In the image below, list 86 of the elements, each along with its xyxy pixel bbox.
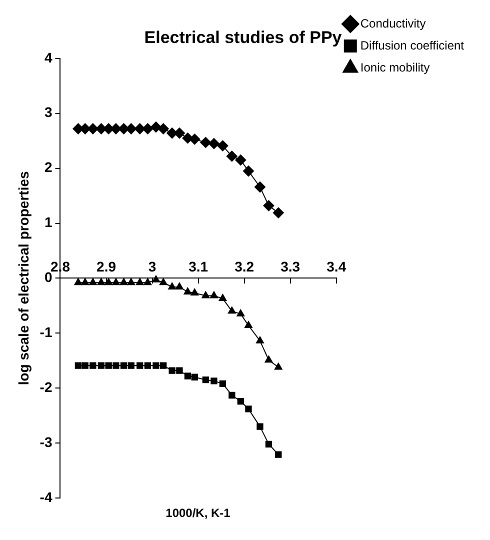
- point: [127, 278, 136, 286]
- x-tick-label: 3: [148, 258, 156, 274]
- point: [136, 362, 144, 369]
- point: [150, 122, 162, 133]
- point: [184, 372, 192, 380]
- point: [112, 278, 120, 286]
- point: [120, 278, 128, 286]
- chart-title: Electrical studies of PPy: [144, 28, 342, 47]
- legend-label: Conductivity: [360, 16, 426, 30]
- point: [175, 282, 184, 290]
- point: [88, 278, 97, 286]
- point: [226, 150, 238, 162]
- y-tick-label: -4: [40, 488, 52, 505]
- point: [158, 123, 169, 134]
- x-tick-label: 3.2: [234, 258, 254, 274]
- x-tick-label: 3.4: [326, 258, 346, 274]
- y-tick-label: -2: [40, 378, 52, 395]
- point: [237, 398, 244, 405]
- point: [202, 376, 210, 384]
- point: [200, 136, 212, 148]
- point: [202, 291, 210, 298]
- point: [152, 275, 160, 282]
- point: [144, 278, 152, 286]
- x-tick-label: 3.1: [188, 258, 208, 274]
- point: [190, 288, 199, 296]
- point: [264, 356, 273, 363]
- point: [104, 278, 113, 286]
- point: [82, 362, 88, 369]
- point: [74, 278, 82, 286]
- point: [236, 309, 245, 316]
- x-axis-title: 1000/K, K-1: [164, 506, 232, 520]
- y-tick-label: -3: [40, 434, 52, 450]
- y-axis-title: log scale of electrical properties: [15, 171, 32, 386]
- point: [128, 362, 134, 369]
- point: [136, 278, 144, 286]
- point: [208, 138, 220, 150]
- point: [126, 123, 137, 134]
- point: [219, 380, 226, 388]
- point: [228, 392, 236, 399]
- point: [168, 282, 176, 290]
- point: [256, 336, 264, 344]
- point: [218, 294, 227, 302]
- legend-label: Ionic mobility: [360, 60, 430, 74]
- point: [244, 320, 252, 328]
- point: [228, 306, 236, 314]
- point: [168, 367, 176, 374]
- point: [176, 367, 183, 374]
- point: [97, 278, 106, 286]
- point: [159, 278, 168, 286]
- point: [210, 291, 218, 298]
- point: [263, 200, 274, 212]
- point: [134, 123, 146, 134]
- point: [189, 134, 200, 145]
- point: [142, 123, 154, 134]
- point: [81, 278, 90, 286]
- legend-label: Diffusion coefficient: [360, 38, 465, 52]
- y-tick-label: 3: [44, 104, 52, 120]
- point: [217, 140, 228, 152]
- point: [120, 362, 128, 369]
- point: [184, 287, 192, 294]
- point: [105, 362, 112, 369]
- point: [242, 166, 254, 177]
- point: [112, 362, 120, 369]
- y-tick-label: 4: [44, 49, 52, 66]
- y-tick-label: 2: [44, 159, 52, 176]
- point: [254, 181, 266, 192]
- point: [144, 362, 152, 369]
- point: [272, 207, 284, 218]
- x-tick-label: 3.3: [280, 258, 300, 274]
- point: [274, 362, 282, 370]
- point: [160, 362, 167, 369]
- point: [210, 378, 218, 384]
- point: [245, 406, 252, 412]
- point: [275, 451, 282, 458]
- point: [74, 362, 82, 369]
- point: [191, 374, 198, 380]
- y-tick-label: 0: [44, 269, 52, 286]
- point: [90, 362, 96, 369]
- point: [265, 440, 272, 448]
- point: [256, 423, 264, 430]
- x-tick-label: 2.9: [96, 258, 116, 274]
- point: [235, 154, 246, 166]
- y-tick-label: 1: [44, 214, 52, 230]
- point: [98, 362, 105, 369]
- point: [152, 362, 160, 369]
- y-tick-label: -1: [40, 324, 52, 340]
